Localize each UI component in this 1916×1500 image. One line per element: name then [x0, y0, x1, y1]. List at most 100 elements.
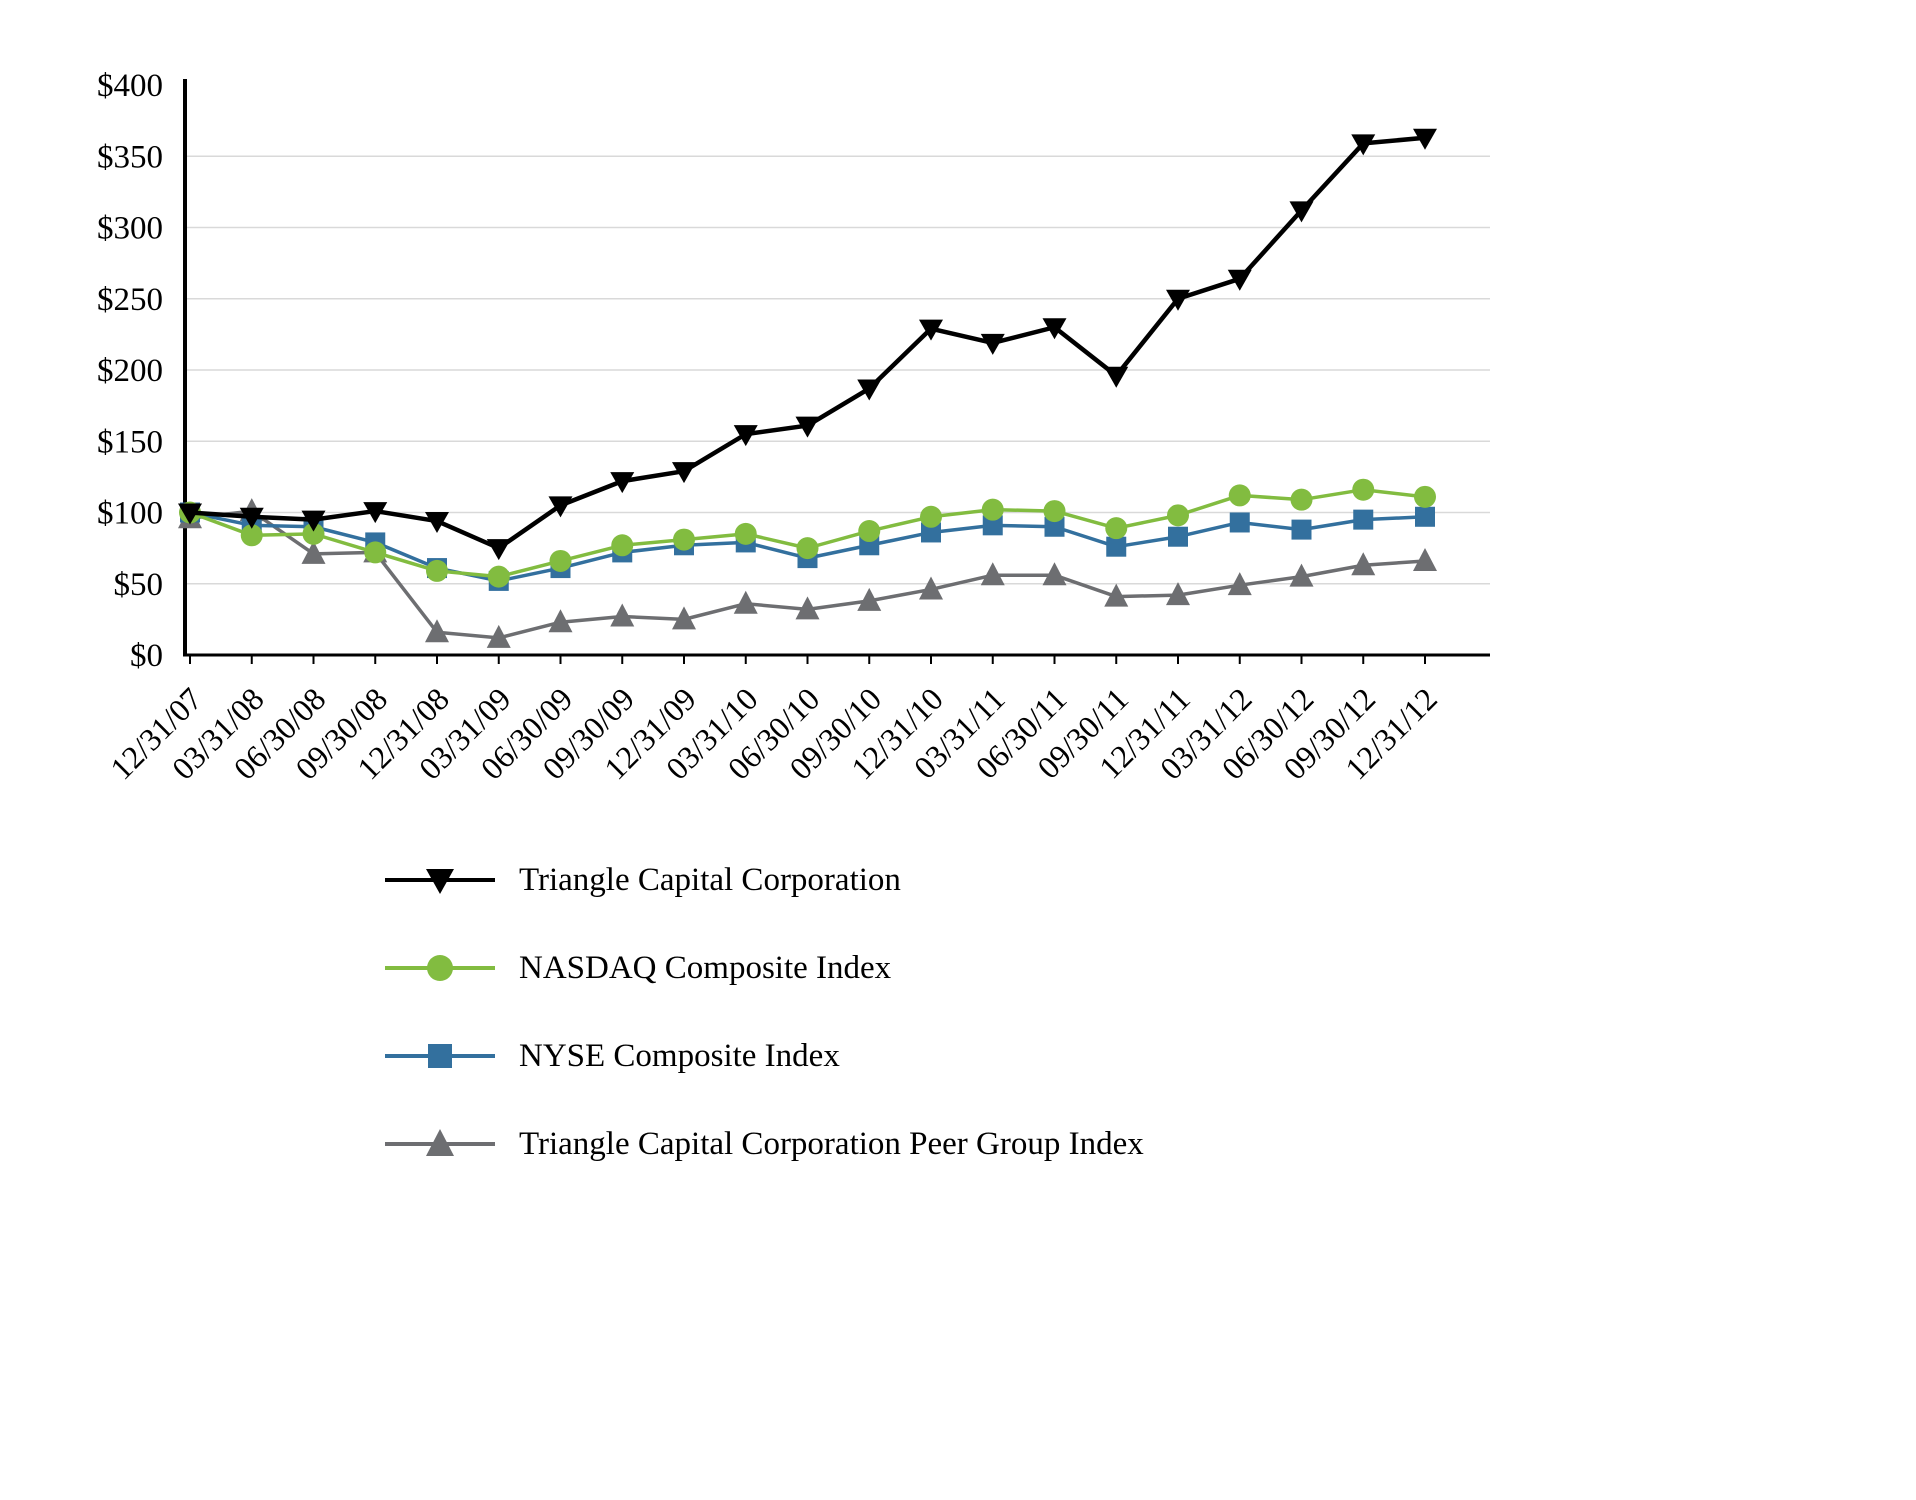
- axes: [183, 79, 1490, 657]
- data-point-marker: [982, 515, 1003, 536]
- y-tick-label: $50: [114, 567, 164, 603]
- data-point-marker: [610, 472, 635, 494]
- data-point-marker: [1104, 583, 1129, 607]
- circle-marker-icon: [385, 955, 495, 981]
- data-point-marker: [1227, 269, 1252, 291]
- data-point-marker: [1351, 134, 1376, 156]
- data-point-marker: [610, 603, 635, 627]
- gridlines: [185, 155, 1490, 585]
- data-point-marker: [1289, 563, 1314, 587]
- data-point-marker: [1290, 488, 1313, 511]
- data-point-marker: [302, 522, 325, 545]
- data-point-marker: [426, 559, 448, 582]
- data-point-marker: [301, 540, 326, 564]
- y-tick-label: $150: [97, 424, 163, 460]
- data-point-marker: [857, 379, 882, 401]
- triangle-up-glyph: [426, 1129, 454, 1156]
- data-point-marker: [1042, 562, 1067, 586]
- legend-label: Triangle Capital Corporation Peer Group …: [519, 1125, 1144, 1162]
- y-tick-label: $350: [97, 139, 163, 175]
- square-marker-icon: [385, 1044, 495, 1068]
- data-point-marker: [1228, 484, 1251, 507]
- triangle-down-marker-icon: [385, 869, 495, 894]
- data-point-marker: [1415, 506, 1435, 527]
- data-point-marker: [980, 562, 1005, 586]
- data-point-marker: [1105, 517, 1128, 540]
- data-point-marker: [1413, 547, 1437, 571]
- data-point-marker: [1044, 516, 1065, 537]
- data-point-marker: [1227, 572, 1252, 596]
- series-circle: [179, 478, 1436, 588]
- triangle-down-glyph: [426, 869, 454, 894]
- data-point-marker: [1352, 478, 1375, 501]
- square-glyph: [428, 1044, 452, 1068]
- data-point-marker: [1167, 504, 1189, 527]
- data-point-marker: [425, 512, 449, 534]
- data-point-marker: [672, 606, 696, 630]
- chart-plot-area: $0 $50 $100 $150 $200 $250 $300 $350 $400 12/31/0…: [97, 68, 1490, 786]
- data-point-marker: [1291, 519, 1312, 540]
- data-point-marker: [921, 522, 941, 543]
- data-point-marker: [1166, 289, 1190, 311]
- data-point-marker: [673, 528, 695, 551]
- triangle-up-marker-icon: [385, 1129, 495, 1156]
- data-point-marker: [487, 565, 510, 588]
- y-tick-label: $0: [130, 638, 163, 674]
- data-point-marker: [981, 498, 1004, 521]
- y-tick-label: $400: [97, 68, 163, 104]
- data-point-marker: [1414, 485, 1436, 508]
- y-tick-label: $200: [97, 353, 163, 389]
- legend-item-nyse: NYSE Composite Index: [385, 1036, 1916, 1076]
- data-point-marker: [1229, 512, 1250, 533]
- data-point-marker: [364, 541, 387, 564]
- circle-glyph: [427, 955, 453, 981]
- y-tick-label: $300: [97, 211, 163, 247]
- data-point-marker: [919, 576, 943, 600]
- y-tick-label: $100: [97, 496, 163, 532]
- legend-item-peer-group: Triangle Capital Corporation Peer Group …: [385, 1124, 1916, 1164]
- data-point-marker: [548, 496, 573, 518]
- y-tick-label: $250: [97, 282, 163, 318]
- data-point-marker: [178, 503, 202, 525]
- data-point-marker: [733, 425, 758, 447]
- data-point-marker: [795, 596, 820, 620]
- data-point-marker: [1104, 366, 1129, 388]
- data-point-marker: [858, 520, 881, 543]
- data-point-marker: [486, 624, 511, 648]
- data-point-marker: [734, 522, 757, 545]
- data-point-marker: [1106, 536, 1127, 557]
- legend-item-nasdaq: NASDAQ Composite Index: [385, 948, 1916, 988]
- x-axis-labels: 12/31/0703/31/0806/30/0809/30/0812/31/08…: [103, 655, 1444, 786]
- data-point-marker: [1043, 500, 1066, 523]
- legend-label: NYSE Composite Index: [519, 1037, 840, 1074]
- legend-item-triangle-capital: Triangle Capital Corporation: [385, 860, 1916, 900]
- data-point-marker: [1289, 201, 1314, 223]
- legend-label: NASDAQ Composite Index: [519, 949, 892, 986]
- legend-label: Triangle Capital Corporation: [519, 861, 901, 898]
- data-point-marker: [733, 590, 758, 614]
- data-point-marker: [1351, 552, 1376, 576]
- data-point-marker: [1166, 582, 1190, 606]
- data-point-marker: [980, 333, 1005, 355]
- data-point-marker: [672, 462, 696, 484]
- data-point-marker: [1413, 128, 1437, 150]
- data-point-marker: [486, 539, 511, 561]
- chart-legend: Triangle Capital Corporation NASDAQ Comp…: [385, 860, 1916, 1164]
- data-point-marker: [549, 549, 572, 572]
- data-point-marker: [240, 524, 263, 547]
- data-point-marker: [919, 319, 943, 341]
- series-triangle-down: [178, 128, 1437, 561]
- data-point-marker: [1042, 318, 1067, 340]
- y-axis-labels: $0 $50 $100 $150 $200 $250 $300 $350 $400: [97, 68, 163, 674]
- data-point-marker: [239, 507, 264, 529]
- data-point-marker: [796, 537, 819, 560]
- data-point-marker: [857, 587, 882, 611]
- data-point-marker: [548, 609, 573, 633]
- data-point-marker: [611, 534, 634, 557]
- data-point-marker: [1168, 526, 1188, 547]
- data-point-marker: [920, 505, 942, 528]
- data-point-marker: [425, 619, 449, 643]
- data-point-marker: [795, 416, 820, 438]
- data-point-marker: [301, 510, 326, 532]
